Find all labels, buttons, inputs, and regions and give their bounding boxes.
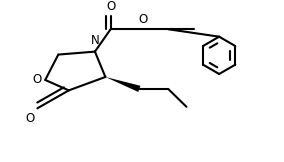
Polygon shape	[105, 77, 141, 92]
Text: N: N	[91, 34, 99, 47]
Text: O: O	[138, 12, 148, 26]
Text: O: O	[106, 0, 115, 13]
Text: O: O	[32, 73, 41, 87]
Text: O: O	[25, 112, 35, 125]
